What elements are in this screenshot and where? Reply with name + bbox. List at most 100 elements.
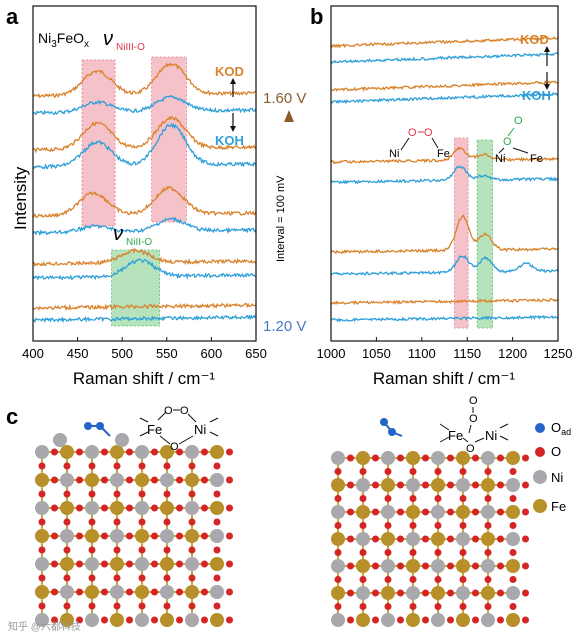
slab-right-oxygen-atom [447, 535, 454, 543]
slab-right-oxygen-atom [459, 603, 467, 610]
slab-left-metal-atom [110, 557, 124, 571]
slab-left-metal-atom [35, 613, 49, 627]
slab-left-oxygen-atom [201, 588, 208, 596]
slab-right-metal-atom [331, 532, 345, 546]
slab-right-metal-atom [456, 586, 470, 600]
slab-left-oxygen-atom [76, 532, 83, 540]
slab-left-metal-atom [210, 557, 224, 571]
atom-legend: Oad O Ni Fe [533, 420, 571, 514]
slab-left-oxygen-atom [151, 476, 158, 484]
slab-right-metal-atom [506, 613, 520, 627]
slab-left-metal-atom [85, 529, 99, 543]
slab-left-oxygen-atom [126, 616, 133, 624]
slab-right-oxygen-atom [334, 468, 342, 475]
slab-right-oxygen-atom [509, 468, 517, 475]
slab-left-oxygen-atom [126, 588, 133, 596]
slab-left-oxygen-atom [226, 616, 233, 624]
panel-b-series-4-kod [330, 146, 559, 165]
slab-left-oxygen-atom [138, 574, 146, 582]
slab-left-metal-atom [60, 585, 74, 599]
panel-a-series-1-koh [32, 94, 257, 116]
slab-right-oxygen-atom [509, 522, 517, 529]
slab-left-oxygen-atom [226, 448, 233, 456]
panel-b-series-2-kod [330, 79, 559, 92]
slab-left-metal-atom [135, 445, 149, 459]
panel-a-y-axis-title: Intensity [11, 166, 30, 230]
slab-right-oxygen-atom [384, 549, 392, 556]
slab-right-oxygen-atom [484, 522, 492, 529]
slab-right-oxygen-atom [472, 562, 479, 570]
slab-right-oxygen-atom [334, 576, 342, 583]
slab-right-oxygen-atom [359, 603, 367, 610]
slab-right-metal-atom [406, 451, 420, 465]
struct-c-right-o2: O [469, 413, 478, 425]
struct-b-left-ni: Ni [389, 148, 399, 160]
panel-a-frame [32, 5, 257, 342]
panel-a-series-4-kod [32, 185, 257, 219]
slab-left-metal-atom [60, 613, 74, 627]
slab-left-metal-atom [210, 529, 224, 543]
slab-right-oxygen-atom [472, 454, 479, 462]
slab-right-oxygen-atom [434, 522, 442, 529]
slab-right-metal-atom [406, 613, 420, 627]
sample-label: Ni3FeOx [38, 30, 89, 50]
slab-left-oxygen-atom [138, 546, 146, 554]
struct-b-right-fe: Fe [530, 153, 543, 165]
slab-left-oxygen-atom [51, 560, 58, 568]
slab-right-oxygen-atom [434, 603, 442, 610]
slab-left-oxygen-atom [126, 448, 133, 456]
panel-a-series-7-koh [32, 258, 257, 281]
slab-left-oxygen-atom [51, 588, 58, 596]
slab-right-metal-atom [481, 532, 495, 546]
panel-a-tick-label-0: 400 [22, 346, 44, 361]
slab-right-oxygen-atom [509, 576, 517, 583]
watermark: 知乎 @六都科技 [8, 620, 81, 633]
slab-left-oxygen-atom [226, 588, 233, 596]
slab-right-oxygen-atom [522, 562, 529, 570]
struct-b-left-fe: Fe [437, 148, 450, 160]
panel-a-band-0 [81, 59, 116, 227]
slab-left-metal-atom [85, 473, 99, 487]
slab-left-oxygen-atom [176, 588, 183, 596]
adsorbed-oxygen-atom [84, 422, 92, 430]
slab-left-metal-atom [185, 473, 199, 487]
slab-left-oxygen-atom [126, 504, 133, 512]
slab-right-oxygen-atom [497, 535, 504, 543]
struct-c-left-o1: O [164, 405, 173, 417]
slab-left-oxygen-atom [76, 448, 83, 456]
slab-left-metal-atom [160, 585, 174, 599]
slab-right-oxygen-atom [347, 481, 354, 489]
slab-left-oxygen-atom [113, 462, 121, 470]
slab-right-metal-atom [456, 505, 470, 519]
slab-right-metal-atom [356, 478, 370, 492]
slab-right-metal-atom [381, 613, 395, 627]
panel-c-letter: c [6, 404, 18, 429]
struct-c-right-ni: Ni [485, 428, 497, 443]
panel-b-arrow-up-head [544, 46, 550, 52]
slab-right-metal-atom [381, 559, 395, 573]
potential-indicator: 1.60 V Interval = 100 mV 1.20 V [263, 90, 306, 335]
slab-left-metal-atom [60, 529, 74, 543]
slab-right-oxygen-atom [422, 535, 429, 543]
slab-left-metal-atom [210, 445, 224, 459]
slab-left-metal-atom [110, 445, 124, 459]
slab-left-oxygen-atom [88, 546, 96, 554]
slab-right-oxygen-atom [409, 522, 417, 529]
slab-left-metal-atom [135, 585, 149, 599]
slab-right-oxygen-atom [422, 616, 429, 624]
slab-right-oxygen-atom [522, 454, 529, 462]
slab-left-metal-atom [160, 557, 174, 571]
slab-left-oxygen-atom [176, 532, 183, 540]
slab-left-metal-atom [160, 445, 174, 459]
slab-left-metal-atom [35, 585, 49, 599]
slab-left-metal-atom [110, 529, 124, 543]
struct-c-left-o3: O [170, 441, 179, 453]
slab-right-metal-atom [356, 532, 370, 546]
slab-left-oxygen-atom [63, 602, 71, 610]
slab-right-metal-atom [481, 478, 495, 492]
slab-right-metal-atom [481, 451, 495, 465]
slab-left-oxygen-atom [226, 532, 233, 540]
panel-a-letter: a [6, 4, 19, 29]
slab-right-oxygen-atom [509, 549, 517, 556]
